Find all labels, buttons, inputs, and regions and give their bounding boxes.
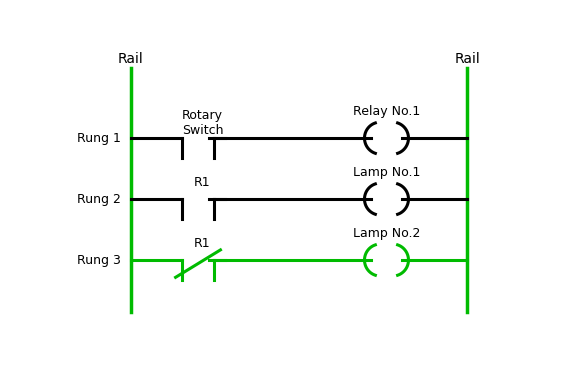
Text: Rung 2: Rung 2	[77, 193, 121, 205]
Text: Lamp No.1: Lamp No.1	[353, 166, 420, 179]
Text: R1: R1	[194, 237, 211, 250]
Text: Rail: Rail	[455, 52, 480, 66]
Text: Rail: Rail	[118, 52, 144, 66]
Text: Lamp No.2: Lamp No.2	[353, 227, 420, 240]
Text: Relay No.1: Relay No.1	[353, 105, 420, 118]
Text: Rung 1: Rung 1	[77, 132, 121, 145]
Text: Rotary
Switch: Rotary Switch	[182, 109, 223, 137]
Text: Rung 3: Rung 3	[77, 254, 121, 267]
Text: R1: R1	[194, 176, 211, 189]
